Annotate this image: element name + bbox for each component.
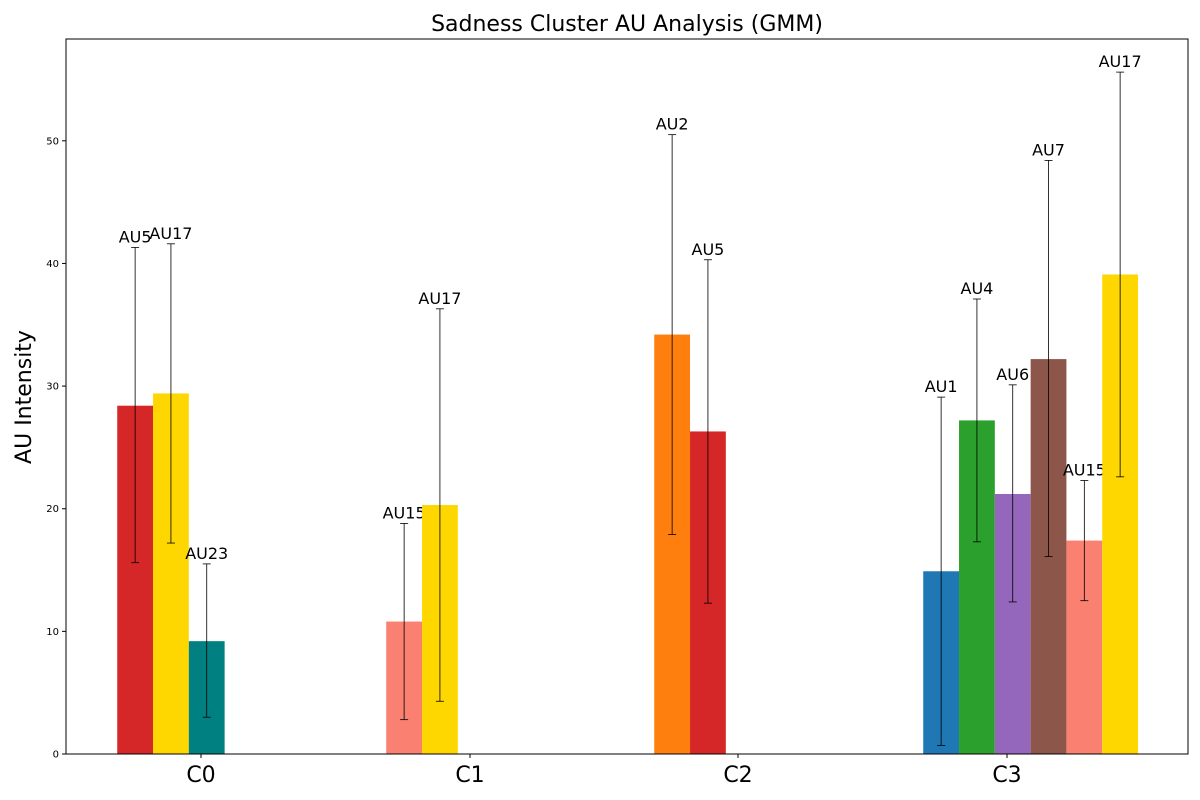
bar-label: AU4 xyxy=(961,279,994,298)
plot-area: 01020304050C0AU5AU17AU23C1AU15AU17C2AU2A… xyxy=(46,52,1141,788)
bar-label: AU17 xyxy=(418,289,461,308)
bar-label: AU5 xyxy=(692,240,725,259)
y-tick-label: 20 xyxy=(46,504,59,515)
bar-label: AU5 xyxy=(119,227,152,246)
x-tick-label-c0: C0 xyxy=(186,763,215,788)
chart-title: Sadness Cluster AU Analysis (GMM) xyxy=(431,12,823,37)
bar-label: AU15 xyxy=(1063,461,1106,480)
y-tick-label: 40 xyxy=(46,259,59,270)
y-tick-label: 0 xyxy=(53,750,59,761)
bar-label: AU15 xyxy=(383,503,426,522)
bar-label: AU17 xyxy=(149,224,192,243)
y-tick-label: 30 xyxy=(46,382,59,393)
x-tick-label-c3: C3 xyxy=(992,763,1021,788)
x-tick-label-c2: C2 xyxy=(723,763,752,788)
y-axis-label: AU Intensity xyxy=(12,330,37,464)
bar-label: AU6 xyxy=(996,365,1029,384)
bar-label: AU2 xyxy=(656,115,689,134)
bar-label: AU23 xyxy=(185,544,228,563)
y-tick-label: 50 xyxy=(46,136,59,147)
x-tick-label-c1: C1 xyxy=(455,763,484,788)
bar-label: AU7 xyxy=(1032,140,1065,159)
bar-label: AU17 xyxy=(1099,52,1142,71)
bar-label: AU1 xyxy=(925,377,958,396)
plot-frame xyxy=(65,38,1189,755)
y-tick-label: 10 xyxy=(46,627,59,638)
